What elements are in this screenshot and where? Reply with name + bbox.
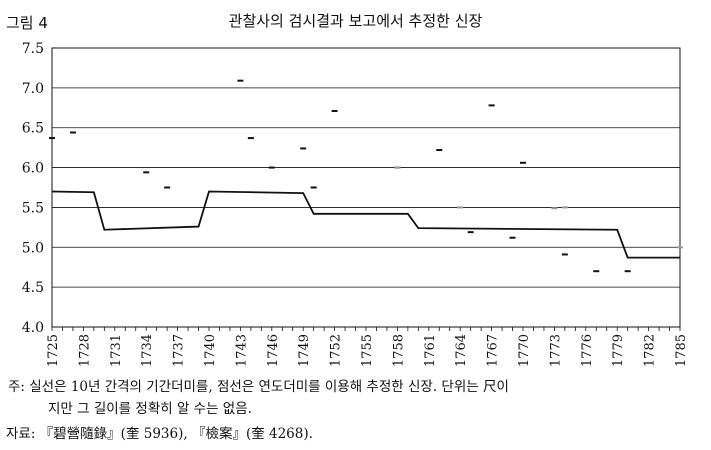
y-tick-label: 5.5 — [22, 200, 44, 216]
x-tick-label: 1773 — [548, 334, 563, 367]
x-tick-label: 1782 — [643, 334, 658, 367]
note-prefix: 주: — [8, 379, 25, 395]
note-line-2: 지만 그 길이를 정확히 알 수는 없음. — [48, 401, 252, 417]
series-line-decade — [51, 190, 680, 259]
x-tick-label: 1752 — [329, 334, 344, 367]
x-tick-label: 1749 — [297, 334, 312, 367]
y-tick-label: 6.5 — [22, 121, 44, 137]
x-tick-label: 1758 — [391, 334, 406, 367]
x-tick-label: 1740 — [203, 334, 218, 367]
y-tick-label: 7.5 — [22, 41, 44, 57]
x-tick-label: 1755 — [360, 334, 375, 367]
note-line-1: 실선은 10년 간격의 기간더미를, 점선은 연도더미를 이용해 추정한 신장.… — [29, 379, 509, 395]
plot-frame — [51, 47, 681, 328]
y-tick-label: 6.0 — [22, 161, 44, 177]
x-tick-label: 1743 — [234, 334, 249, 367]
x-tick-label: 1734 — [140, 334, 155, 367]
x-tick-label: 1764 — [454, 334, 469, 367]
x-tick-label: 1770 — [517, 334, 532, 367]
x-tick-label: 1776 — [580, 334, 595, 367]
x-tick-label: 1746 — [266, 334, 281, 367]
y-tick-label: 5.0 — [22, 240, 44, 256]
y-tick-label: 7.0 — [22, 81, 44, 97]
x-tick-label: 1728 — [77, 334, 92, 367]
chart-source: 자료: 『碧營隨錄』(奎 5936), 『檢案』(奎 4268). — [6, 426, 313, 442]
x-tick-label: 1785 — [674, 334, 689, 367]
x-tick-label: 1725 — [46, 334, 61, 367]
figure-label: 그림 4 — [6, 14, 48, 32]
x-tick-label: 1761 — [423, 334, 438, 367]
y-tick-label: 4.0 — [22, 320, 44, 336]
x-tick-label: 1737 — [172, 334, 187, 367]
x-tick-label: 1779 — [611, 334, 626, 367]
x-tick-label: 1767 — [486, 334, 501, 367]
chart-note: 주: 실선은 10년 간격의 기간더미를, 점선은 연도더미를 이용해 추정한 … — [8, 376, 509, 420]
chart-title: 관찰사의 검시결과 보고에서 추정한 신장 — [228, 12, 483, 30]
x-tick-label: 1731 — [109, 334, 124, 367]
y-tick-label: 4.5 — [22, 280, 44, 296]
